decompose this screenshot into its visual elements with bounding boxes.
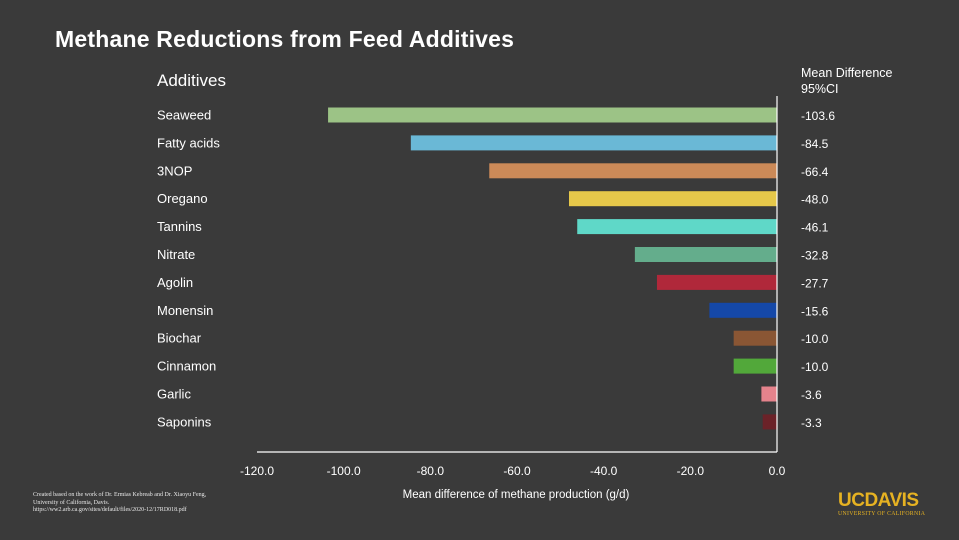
bar: [489, 163, 777, 179]
bar: [761, 386, 777, 402]
bar: [709, 302, 777, 318]
value-label: -32.8: [801, 249, 829, 263]
uc-davis-logo: UCDAVIS UNIVERSITY OF CALIFORNIA: [838, 491, 928, 517]
x-tick-label: -40.0: [590, 464, 618, 478]
chart-title: Methane Reductions from Feed Additives: [55, 26, 515, 52]
bar: [656, 274, 777, 290]
value-label: -66.4: [801, 165, 829, 179]
credit-line-1: Created based on the work of Dr. Ermias …: [33, 492, 207, 498]
bar: [634, 247, 777, 262]
x-axis-title: Mean difference of methane production (g…: [403, 489, 630, 501]
category-label: Biochar: [157, 331, 202, 346]
value-label: -10.0: [801, 332, 829, 346]
logo-wordmark: UCDAVIS: [838, 490, 919, 511]
x-tick-label: -80.0: [417, 464, 445, 478]
category-label: Fatty acids: [157, 135, 220, 150]
x-tick-label: 0.0: [769, 464, 786, 478]
bar: [410, 135, 777, 151]
category-label: Seaweed: [157, 108, 211, 123]
x-tick-label: -100.0: [327, 464, 361, 478]
x-tick-label: -120.0: [240, 464, 274, 478]
bar: [733, 330, 777, 346]
value-header: Mean Difference 95%CI: [801, 66, 893, 96]
category-label: Tannins: [157, 219, 202, 234]
logo-subtitle: UNIVERSITY OF CALIFORNIA: [838, 511, 926, 517]
value-label: -15.6: [801, 304, 829, 318]
category-label: Saponins: [157, 414, 212, 429]
category-label: Agolin: [157, 275, 193, 290]
value-label: -84.5: [801, 137, 829, 151]
category-label: Oregano: [157, 191, 208, 206]
category-label: Monensin: [157, 303, 213, 318]
credit-line-2: University of California, Davis.: [33, 499, 110, 506]
x-tick-label: -60.0: [503, 464, 531, 478]
value-label: -27.7: [801, 276, 829, 290]
bar: [328, 107, 777, 123]
bar: [577, 219, 777, 235]
category-header: Additives: [157, 71, 226, 90]
value-label: -103.6: [801, 109, 835, 123]
category-label: Garlic: [157, 387, 191, 402]
value-label: -48.0: [801, 193, 829, 207]
bar: [762, 414, 777, 430]
bar: [733, 358, 777, 374]
category-label: Nitrate: [157, 247, 195, 262]
value-label: -3.6: [801, 388, 822, 402]
bar: [569, 191, 777, 207]
category-label: Cinnamon: [157, 359, 216, 374]
credit-line-3: https://ww2.arb.ca.gov/sites/default/fil…: [33, 507, 187, 513]
value-label: -46.1: [801, 221, 829, 235]
value-label: -10.0: [801, 360, 829, 374]
value-label: -3.3: [801, 416, 822, 430]
category-label: 3NOP: [157, 163, 192, 178]
x-tick-label: -20.0: [677, 464, 705, 478]
source-credit: Created based on the work of Dr. Ermias …: [33, 492, 253, 515]
